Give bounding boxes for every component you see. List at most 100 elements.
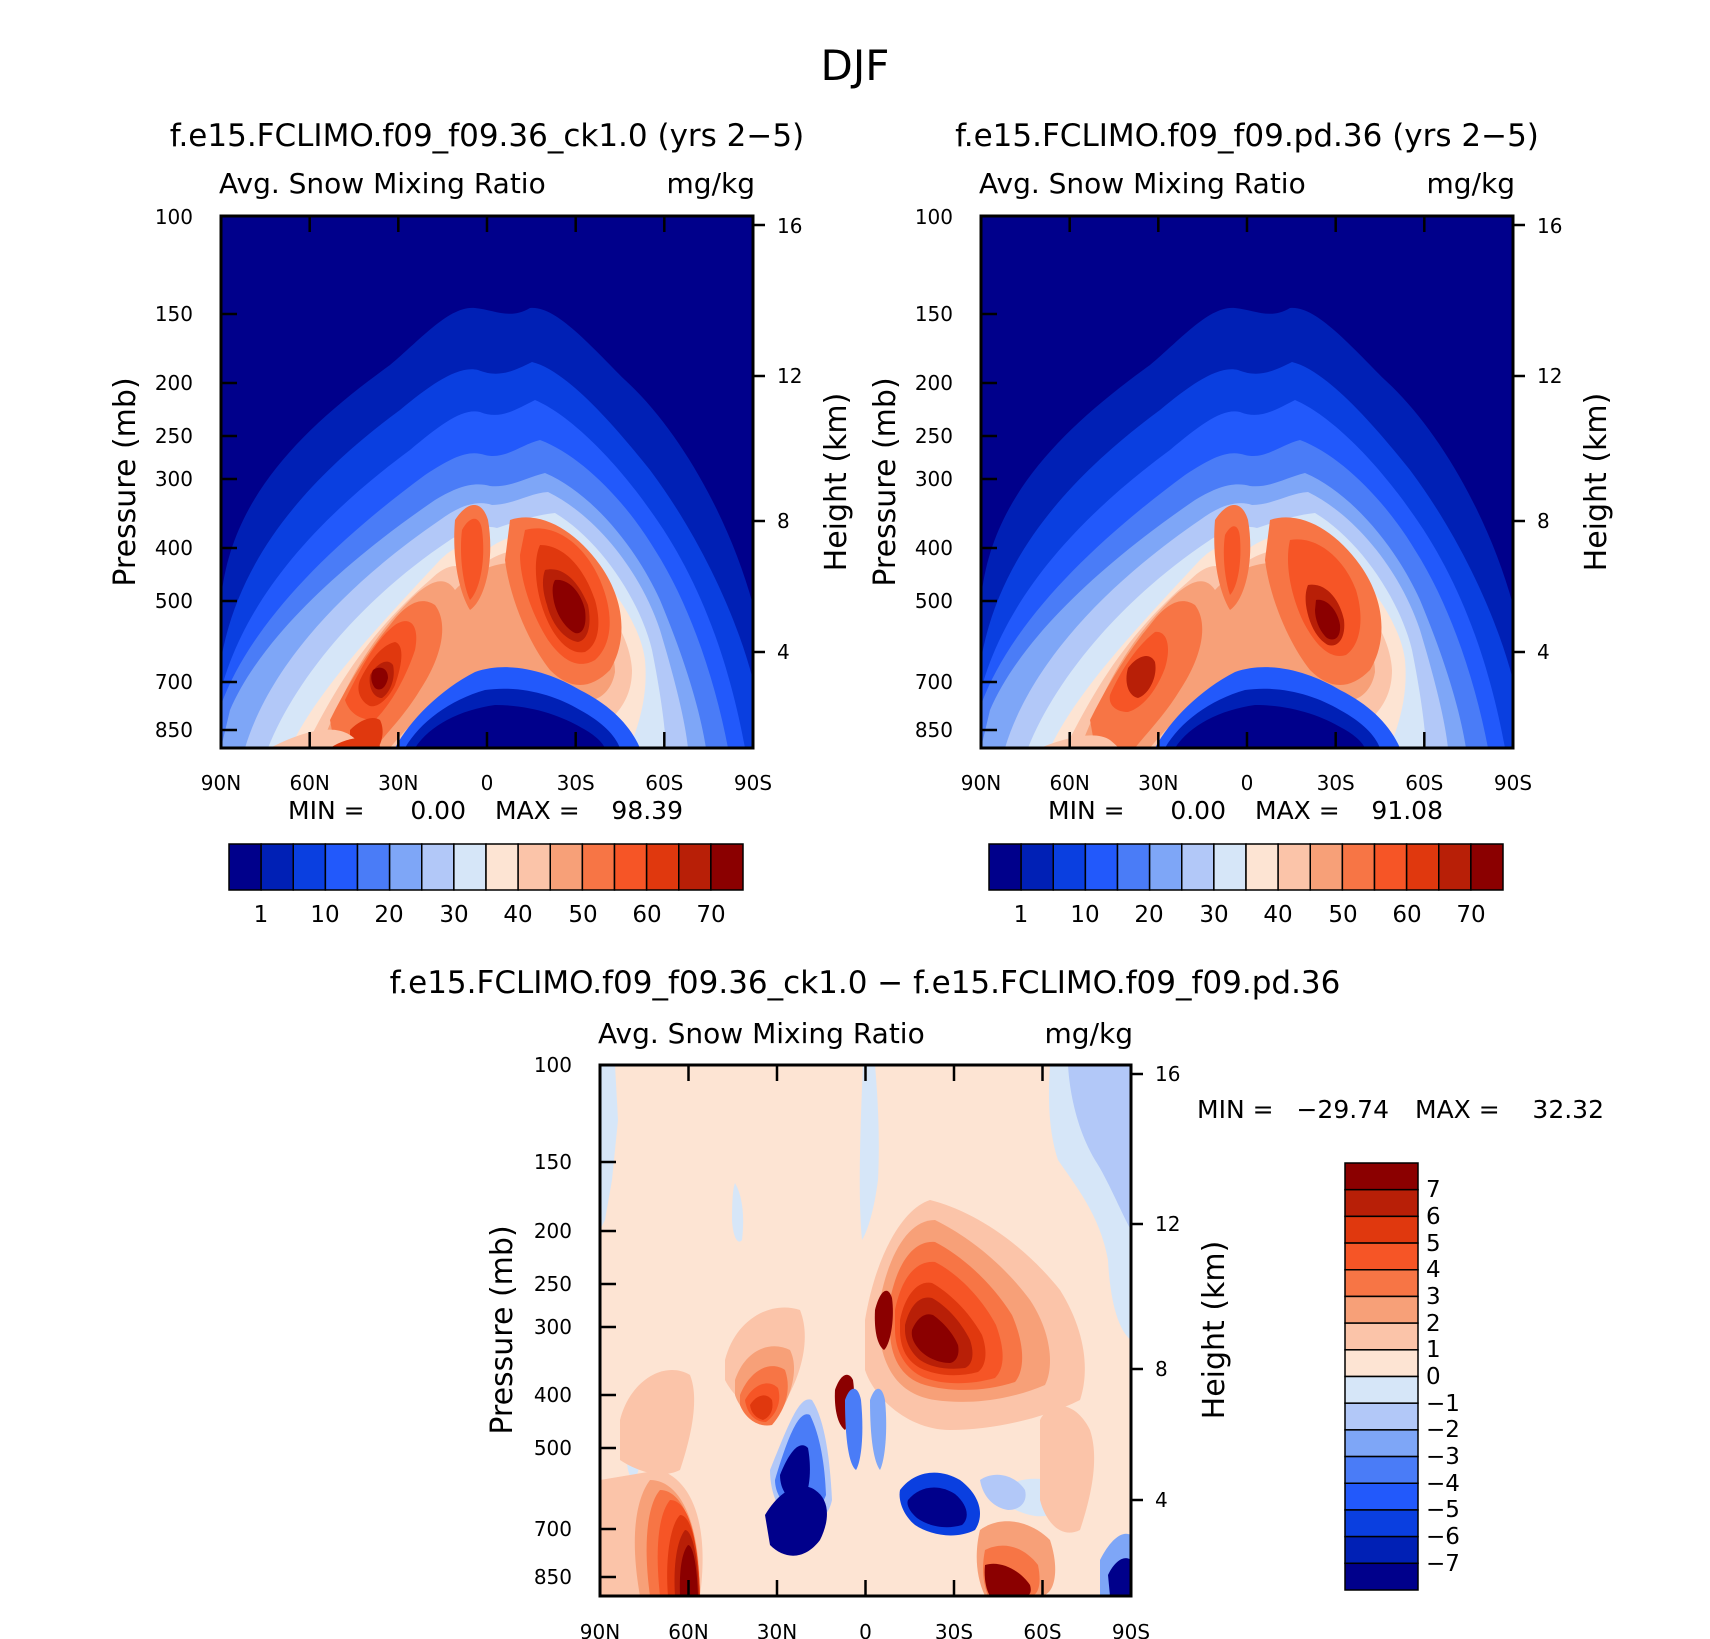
panel-title: f.e15.FCLIMO.f09_f09.36_ck1.0 (yrs 2−5) — [170, 118, 804, 154]
contour-field — [221, 216, 753, 748]
colorbar-swatch — [1405, 843, 1440, 891]
y-axis-ticks — [981, 214, 1525, 732]
colorbar-swatch — [613, 843, 648, 891]
colorbar-swatch — [678, 843, 712, 891]
colorbar-swatch — [1438, 843, 1472, 891]
y-tick-label: 150 — [155, 302, 193, 326]
y-tick-label: 850 — [915, 718, 953, 742]
variable-label: Avg. Snow Mixing Ratio — [979, 167, 1306, 200]
contour-band-m7 — [780, 1445, 810, 1505]
panel-ck1: f.e15.FCLIMO.f09_f09.36_ck1.0 (yrs 2−5) … — [108, 118, 854, 928]
colorbar-swatch — [421, 843, 455, 891]
colorbar-swatch — [453, 843, 487, 891]
colorbar-swatch — [324, 843, 359, 891]
x-tick-label: 90N — [201, 771, 241, 795]
max-label: MAX = — [495, 796, 580, 825]
x-tick-label: 60S — [645, 771, 683, 795]
contour-band-15 — [371, 579, 586, 690]
colorbar-swatch — [1181, 843, 1215, 891]
y-tick-labels: 100 150 200 250 300 400 500 700 850 16 1… — [155, 205, 803, 742]
colorbar-label: 30 — [439, 902, 468, 928]
colorbar-label: 10 — [310, 902, 339, 928]
min-value: 0.00 — [1170, 796, 1226, 825]
x-axis-ticks — [598, 1065, 1133, 1596]
contour-band-m2 — [980, 1474, 1026, 1510]
colorbar-swatch — [1344, 1562, 1419, 1591]
colorbar-label: 50 — [1328, 902, 1357, 928]
colorbar-label: 70 — [696, 902, 725, 928]
colorbar-swatch — [1344, 1349, 1419, 1378]
max-label: MAX = — [1255, 796, 1340, 825]
contour-band-m1 — [600, 1065, 618, 1230]
contour-band-12 — [1109, 526, 1361, 712]
colorbar — [988, 843, 1504, 891]
colorbar-swatch — [1116, 843, 1151, 891]
y-tick-label: 850 — [534, 1565, 572, 1589]
contour-band-p7 — [679, 1545, 698, 1596]
colorbar-label: −5 — [1426, 1497, 1460, 1523]
y-tick-label: 700 — [534, 1517, 572, 1541]
contour-band-m7 — [1108, 1558, 1131, 1596]
colorbar-label: 60 — [632, 902, 661, 928]
colorbar-label: 40 — [1263, 902, 1292, 928]
contour-band-15 — [1315, 599, 1341, 640]
colorbar-swatch — [1148, 843, 1183, 891]
contour-band-m4 — [845, 1388, 863, 1470]
colorbar-swatch — [1309, 843, 1344, 891]
colorbar-swatch — [1344, 1215, 1419, 1244]
y-axis-ticks — [600, 1063, 1143, 1579]
colorbar-label: 3 — [1426, 1284, 1441, 1310]
x-tick-label: 0 — [1241, 771, 1254, 795]
colorbar-label: 4 — [1426, 1257, 1441, 1283]
y-tick-label: 150 — [534, 1150, 572, 1174]
panel-title: f.e15.FCLIMO.f09_f09.36_ck1.0 − f.e15.FC… — [390, 965, 1341, 1001]
y-right-tick-label: 4 — [1155, 1488, 1168, 1512]
colorbar-swatch — [292, 843, 327, 891]
colorbar-swatch — [549, 843, 584, 891]
x-tick-label: 30N — [1138, 771, 1178, 795]
y-right-tick-label: 16 — [1537, 214, 1562, 238]
colorbar-label: 6 — [1426, 1204, 1441, 1230]
y-right-axis-title: Height (km) — [819, 393, 854, 572]
colorbar-label: 20 — [1134, 902, 1163, 928]
colorbar-swatch — [1344, 1402, 1419, 1431]
colorbar-label: −7 — [1426, 1551, 1460, 1577]
x-tick-label: 60S — [1023, 1620, 1061, 1639]
contour-band-m2 — [1068, 1065, 1131, 1230]
contour-field — [600, 1065, 1131, 1596]
x-tick-label: 0 — [481, 771, 494, 795]
colorbar-label: 1 — [254, 902, 269, 928]
colorbar-swatch — [388, 843, 423, 891]
units-label: mg/kg — [667, 167, 755, 200]
y-right-tick-label: 8 — [1537, 509, 1550, 533]
contour-band-p5 — [750, 1395, 773, 1420]
colorbar-labels: 1 10 20 30 40 50 60 70 — [254, 902, 726, 928]
y-right-tick-label: 12 — [777, 364, 802, 388]
y-right-axis-title: Height (km) — [1579, 393, 1614, 572]
colorbar-label: 1 — [1014, 902, 1029, 928]
colorbar-label: 0 — [1426, 1364, 1441, 1390]
y-right-tick-label: 12 — [1537, 364, 1562, 388]
colorbar-swatch — [228, 843, 262, 891]
colorbar-swatch — [1344, 1455, 1419, 1484]
colorbar-swatch — [1213, 843, 1247, 891]
contour-band-14 — [1126, 584, 1345, 698]
y-tick-label: 400 — [534, 1383, 572, 1407]
colorbar-swatch — [1277, 843, 1311, 891]
y-right-tick-label: 16 — [777, 214, 802, 238]
variable-label: Avg. Snow Mixing Ratio — [598, 1017, 925, 1050]
min-label: MIN = — [1048, 796, 1125, 825]
colorbar-label: 10 — [1070, 902, 1099, 928]
y-tick-label: 100 — [915, 205, 953, 229]
min-label: MIN = — [1197, 1095, 1274, 1124]
colorbar-swatch — [356, 843, 391, 891]
colorbar-label: −1 — [1426, 1391, 1460, 1417]
contour-band-p7 — [911, 1314, 959, 1363]
colorbar-swatch — [1344, 1322, 1419, 1351]
colorbar-swatch — [1052, 843, 1087, 891]
colorbar-swatch — [1344, 1242, 1419, 1271]
y-tick-label: 250 — [915, 424, 953, 448]
colorbar-label: 1 — [1426, 1337, 1441, 1363]
y-tick-label: 200 — [915, 371, 953, 395]
